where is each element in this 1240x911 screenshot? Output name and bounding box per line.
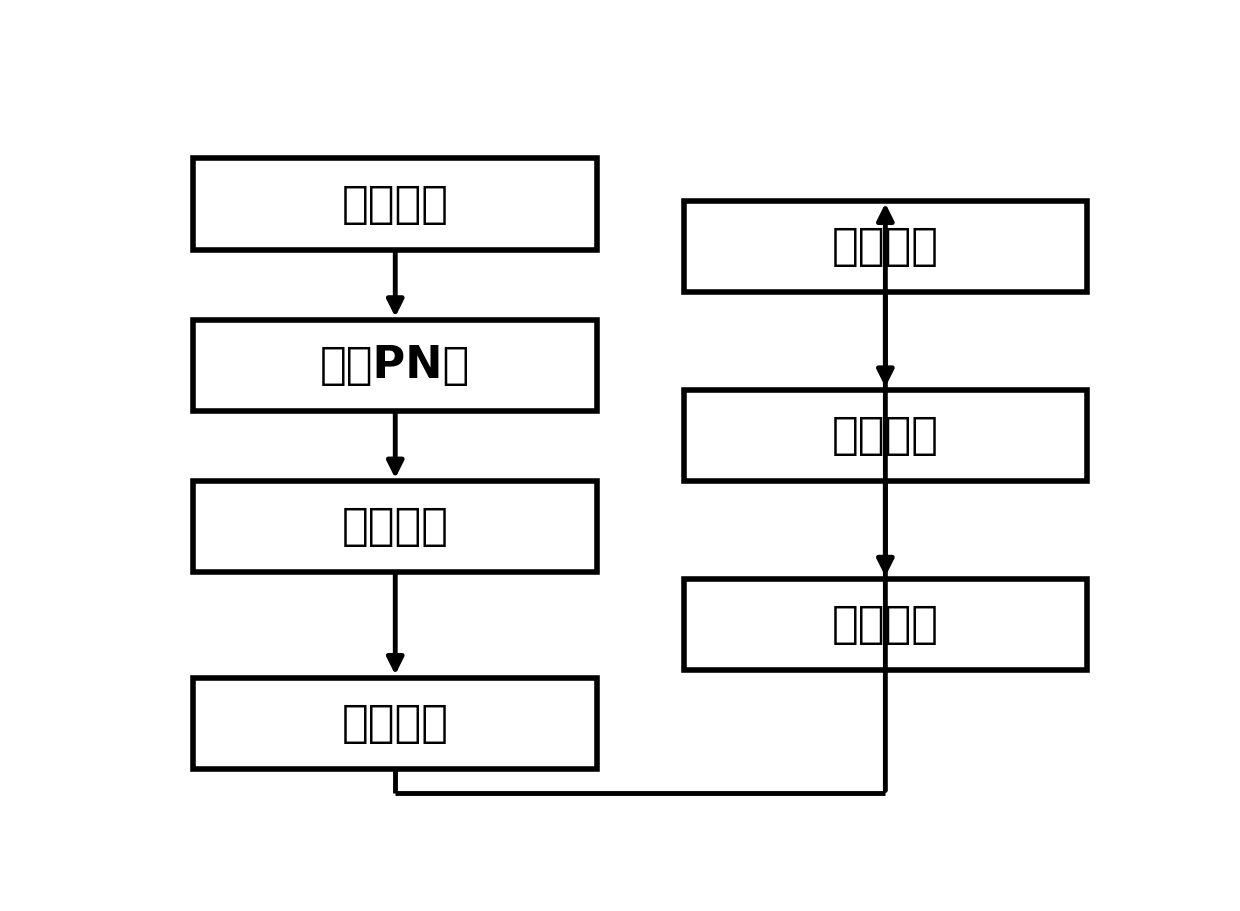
Text: 激光开槽: 激光开槽 [832, 414, 939, 457]
Bar [683, 579, 1087, 670]
Bar [193, 678, 596, 769]
Text: 电极制作: 电极制作 [832, 603, 939, 647]
Bar [193, 481, 596, 572]
Bar [193, 320, 596, 411]
Text: 正面镀膜: 正面镀膜 [832, 225, 939, 268]
Bar [683, 200, 1087, 292]
Text: 蚀刻抛光: 蚀刻抛光 [342, 506, 449, 548]
Text: 制作PN结: 制作PN结 [320, 343, 470, 387]
Text: 背面钝化: 背面钝化 [342, 701, 449, 744]
Bar [193, 159, 596, 250]
Bar [683, 390, 1087, 481]
Text: 表面制绒: 表面制绒 [342, 182, 449, 226]
